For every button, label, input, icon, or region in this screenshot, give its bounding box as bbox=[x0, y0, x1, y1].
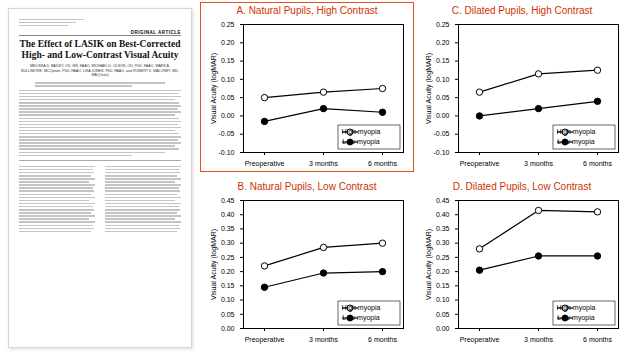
html-text:ORIGINAL ARTICLE: ORIGINAL ARTICLE bbox=[130, 30, 181, 36]
svg-text:-0.10: -0.10 bbox=[434, 149, 450, 156]
svg-text:0.20: 0.20 bbox=[221, 39, 235, 46]
svg-text:0.45: 0.45 bbox=[436, 197, 450, 204]
svg-text:0.30: 0.30 bbox=[221, 239, 235, 246]
svg-text:High myopia: High myopia bbox=[557, 128, 596, 136]
svg-text:Preoperative: Preoperative bbox=[245, 160, 285, 168]
svg-text:0.05: 0.05 bbox=[221, 94, 235, 101]
svg-text:0.10: 0.10 bbox=[436, 296, 450, 303]
svg-text:0.25: 0.25 bbox=[436, 21, 450, 28]
svg-text:0.10: 0.10 bbox=[221, 296, 235, 303]
svg-text:-0.10: -0.10 bbox=[219, 149, 235, 156]
svg-text:3 months: 3 months bbox=[524, 160, 553, 167]
html-text:A. Natural Pupils, High Contra: A. Natural Pupils, High Contrast bbox=[236, 5, 378, 16]
svg-text:-0.05: -0.05 bbox=[434, 130, 450, 137]
svg-text:Visual Acuity (logMAR): Visual Acuity (logMAR) bbox=[425, 229, 433, 300]
svg-text:Low myopia: Low myopia bbox=[342, 138, 379, 146]
svg-text:0.00: 0.00 bbox=[221, 325, 235, 332]
svg-text:0.35: 0.35 bbox=[436, 225, 450, 232]
svg-text:6 months: 6 months bbox=[368, 336, 397, 343]
html-text:C. Dilated Pupils, High Contra: C. Dilated Pupils, High Contrast bbox=[451, 5, 593, 16]
svg-text:0.25: 0.25 bbox=[221, 254, 235, 261]
svg-text:0.00: 0.00 bbox=[436, 112, 450, 119]
svg-text:3 months: 3 months bbox=[309, 160, 338, 167]
svg-text:3 months: 3 months bbox=[309, 336, 338, 343]
svg-text:0.00: 0.00 bbox=[436, 325, 450, 332]
svg-text:0.25: 0.25 bbox=[436, 254, 450, 261]
svg-text:0.15: 0.15 bbox=[221, 57, 235, 64]
svg-text:0.20: 0.20 bbox=[436, 268, 450, 275]
svg-text:0.05: 0.05 bbox=[436, 94, 450, 101]
svg-text:6 months: 6 months bbox=[368, 160, 397, 167]
svg-text:Visual Acuity (logMAR): Visual Acuity (logMAR) bbox=[210, 229, 218, 300]
svg-text:0.20: 0.20 bbox=[436, 39, 450, 46]
html-text:The Effect of LASIK on Best-Co: The Effect of LASIK on Best-Corrected Hi… bbox=[19, 39, 181, 61]
svg-text:0.25: 0.25 bbox=[221, 21, 235, 28]
svg-text:Low myopia: Low myopia bbox=[342, 314, 379, 322]
svg-text:6 months: 6 months bbox=[583, 336, 612, 343]
svg-text:Visual Acuity (logMAR): Visual Acuity (logMAR) bbox=[425, 53, 433, 124]
html-text:MELISSA D. BAILEY, OD, MS, FAA: MELISSA D. BAILEY, OD, MS, FAAO, MICHAEL… bbox=[21, 64, 179, 78]
svg-text:0.00: 0.00 bbox=[221, 112, 235, 119]
html-text:D. Dilated Pupils, Low Contras: D. Dilated Pupils, Low Contrast bbox=[452, 181, 592, 192]
svg-text:Preoperative: Preoperative bbox=[460, 336, 500, 344]
html-text:B. Natural Pupils, Low Contras: B. Natural Pupils, Low Contrast bbox=[237, 181, 377, 192]
svg-text:3 months: 3 months bbox=[524, 336, 553, 343]
svg-text:Preoperative: Preoperative bbox=[460, 160, 500, 168]
svg-text:Visual Acuity (logMAR): Visual Acuity (logMAR) bbox=[210, 53, 218, 124]
svg-text:0.30: 0.30 bbox=[436, 239, 450, 246]
svg-text:0.15: 0.15 bbox=[436, 57, 450, 64]
svg-text:High myopia: High myopia bbox=[342, 304, 381, 312]
svg-text:High myopia: High myopia bbox=[342, 128, 381, 136]
svg-text:0.10: 0.10 bbox=[221, 76, 235, 83]
svg-text:High myopia: High myopia bbox=[557, 304, 596, 312]
svg-text:0.45: 0.45 bbox=[221, 197, 235, 204]
svg-text:Low myopia: Low myopia bbox=[557, 314, 594, 322]
svg-text:0.05: 0.05 bbox=[436, 311, 450, 318]
svg-text:Preoperative: Preoperative bbox=[245, 336, 285, 344]
svg-text:6 months: 6 months bbox=[583, 160, 612, 167]
svg-text:0.20: 0.20 bbox=[221, 268, 235, 275]
svg-text:0.35: 0.35 bbox=[221, 225, 235, 232]
svg-text:0.40: 0.40 bbox=[221, 211, 235, 218]
svg-text:0.40: 0.40 bbox=[436, 211, 450, 218]
svg-text:0.15: 0.15 bbox=[221, 282, 235, 289]
svg-text:-0.05: -0.05 bbox=[219, 130, 235, 137]
svg-text:0.10: 0.10 bbox=[436, 76, 450, 83]
svg-text:Low myopia: Low myopia bbox=[557, 138, 594, 146]
svg-text:0.15: 0.15 bbox=[436, 282, 450, 289]
svg-text:0.05: 0.05 bbox=[221, 311, 235, 318]
